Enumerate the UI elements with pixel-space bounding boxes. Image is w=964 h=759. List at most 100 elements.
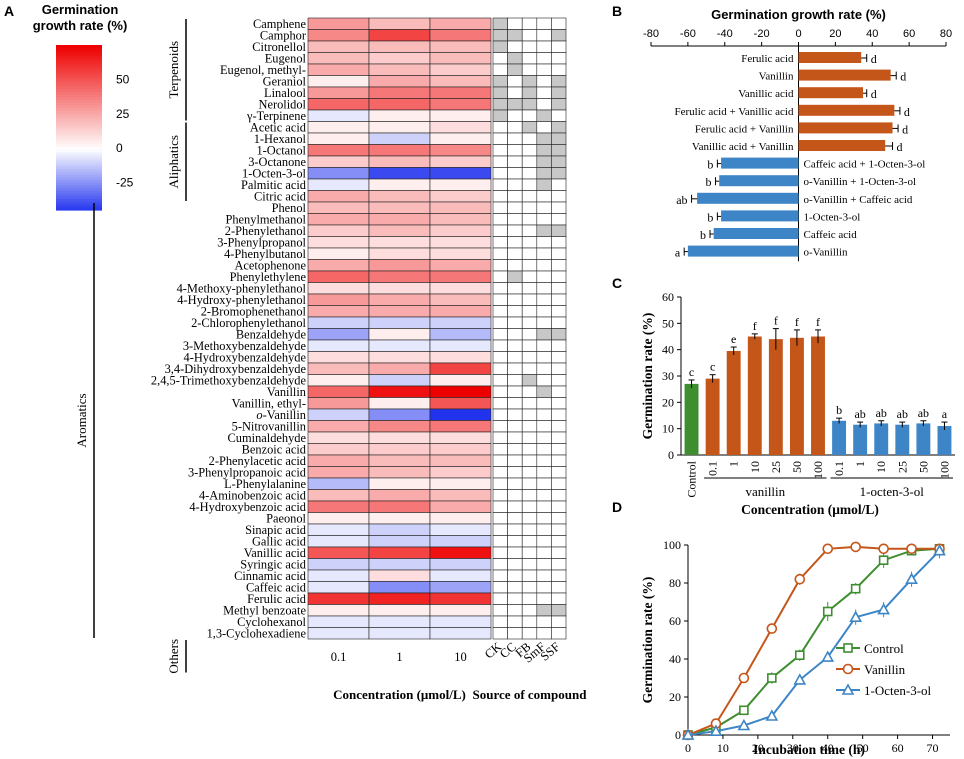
b-tick-label: -60 <box>680 28 696 40</box>
source-cell <box>521 98 538 111</box>
legend-gradient-step <box>56 146 102 151</box>
legend-gradient-step <box>56 130 102 134</box>
source-cell <box>536 615 552 628</box>
heat-cell <box>368 132 431 145</box>
heat-cell <box>368 489 431 502</box>
heat-cell <box>368 293 431 306</box>
c-y-tick-label: 40 <box>662 343 674 357</box>
source-cell <box>521 489 538 502</box>
b-bar <box>798 87 864 99</box>
source-cell <box>492 121 508 134</box>
heat-cell <box>307 420 370 433</box>
group-label: Aliphatics <box>166 135 181 188</box>
c-bar <box>832 420 847 455</box>
source-cell <box>492 581 508 594</box>
b-bar <box>713 228 799 239</box>
source-cell <box>507 247 523 260</box>
panel-letter-d: D <box>612 499 622 515</box>
c-sig-label: c <box>689 365 694 379</box>
source-cell <box>492 454 508 467</box>
heat-cell <box>368 109 431 122</box>
source-cell <box>507 305 523 318</box>
d-marker <box>681 728 695 740</box>
panel-b-chart: Germination growth rate (%) -80 -60 -40 -20 0… <box>643 7 952 262</box>
heat-cell <box>429 259 492 272</box>
source-cell <box>536 627 552 640</box>
heat-cell <box>368 523 431 536</box>
d-marker <box>822 606 833 617</box>
heat-cell <box>429 431 492 444</box>
heat-cell <box>368 328 431 341</box>
source-cell <box>551 155 567 168</box>
b-category-label: 1-Octen-3-ol <box>804 211 861 223</box>
heat-cell <box>429 385 492 398</box>
legend-gradient-step <box>56 80 102 85</box>
source-cell <box>551 500 567 513</box>
b-category-label: Vanillic acid <box>738 88 794 100</box>
source-cell <box>507 63 523 76</box>
heat-legend: 50 25 0 -25 <box>56 45 134 211</box>
legend-gradient-step <box>56 94 102 98</box>
heat-cell <box>368 155 431 168</box>
legend-tick-label: 50 <box>116 72 130 86</box>
source-cell <box>536 293 552 306</box>
source-cell <box>551 523 567 536</box>
source-cell <box>536 17 552 30</box>
source-cell <box>521 454 538 467</box>
b-sig-label: d <box>897 140 903 154</box>
source-cell <box>507 374 523 387</box>
legend-gradient-step <box>56 53 102 57</box>
source-cell <box>551 270 567 283</box>
row-label: 4-Hydroxybenzoic acid <box>189 500 306 514</box>
legend-gradient-step <box>56 86 102 90</box>
source-cell <box>492 569 508 582</box>
heat-cell <box>368 604 431 617</box>
source-cell <box>551 213 567 226</box>
legend-gradient-step <box>56 166 102 170</box>
legend-gradient-step <box>56 155 102 159</box>
source-cell <box>492 155 508 168</box>
legend-gradient-step <box>56 133 102 137</box>
legend-gradient-step <box>56 188 102 192</box>
row-label: Phenylethylene <box>230 270 307 284</box>
source-cell <box>492 546 508 559</box>
source-cell <box>492 408 508 421</box>
source-cell <box>536 454 552 467</box>
source-cell <box>507 397 523 410</box>
c-x-tick-label: 10 <box>748 461 762 473</box>
source-cell <box>536 581 552 594</box>
heat-cell <box>307 581 370 594</box>
legend-gradient-step <box>56 105 102 109</box>
source-cell <box>521 178 538 191</box>
source-cell <box>536 98 552 111</box>
source-cell <box>492 420 508 433</box>
row-label: 3-Methoxybenzaldehyde <box>183 339 307 353</box>
source-cell <box>507 408 523 421</box>
source-cell <box>507 132 523 145</box>
source-cell <box>521 512 538 525</box>
d-marker <box>767 673 777 683</box>
source-cell <box>492 270 508 283</box>
heat-cell <box>307 75 370 88</box>
source-cell <box>536 213 552 226</box>
heat-cell <box>429 86 492 99</box>
c-sig-label: f <box>816 315 820 329</box>
d-series-line <box>687 547 940 736</box>
heat-cell <box>368 535 431 548</box>
source-cell <box>521 385 538 398</box>
row-label: Acetophenone <box>234 259 306 273</box>
source-cell <box>492 489 508 502</box>
heat-cell <box>307 305 370 318</box>
source-cell <box>521 259 538 272</box>
heat-cell <box>429 443 492 456</box>
heat-column-label: 1 <box>396 650 402 664</box>
d-marker <box>821 650 835 662</box>
source-cell <box>492 29 508 42</box>
source-cell <box>507 581 523 594</box>
d-marker <box>794 573 806 585</box>
heat-cell <box>307 431 370 444</box>
source-cell <box>521 144 538 157</box>
heat-cell <box>368 86 431 99</box>
d-marker <box>906 543 917 555</box>
d-y-tick-label: 40 <box>669 652 681 666</box>
